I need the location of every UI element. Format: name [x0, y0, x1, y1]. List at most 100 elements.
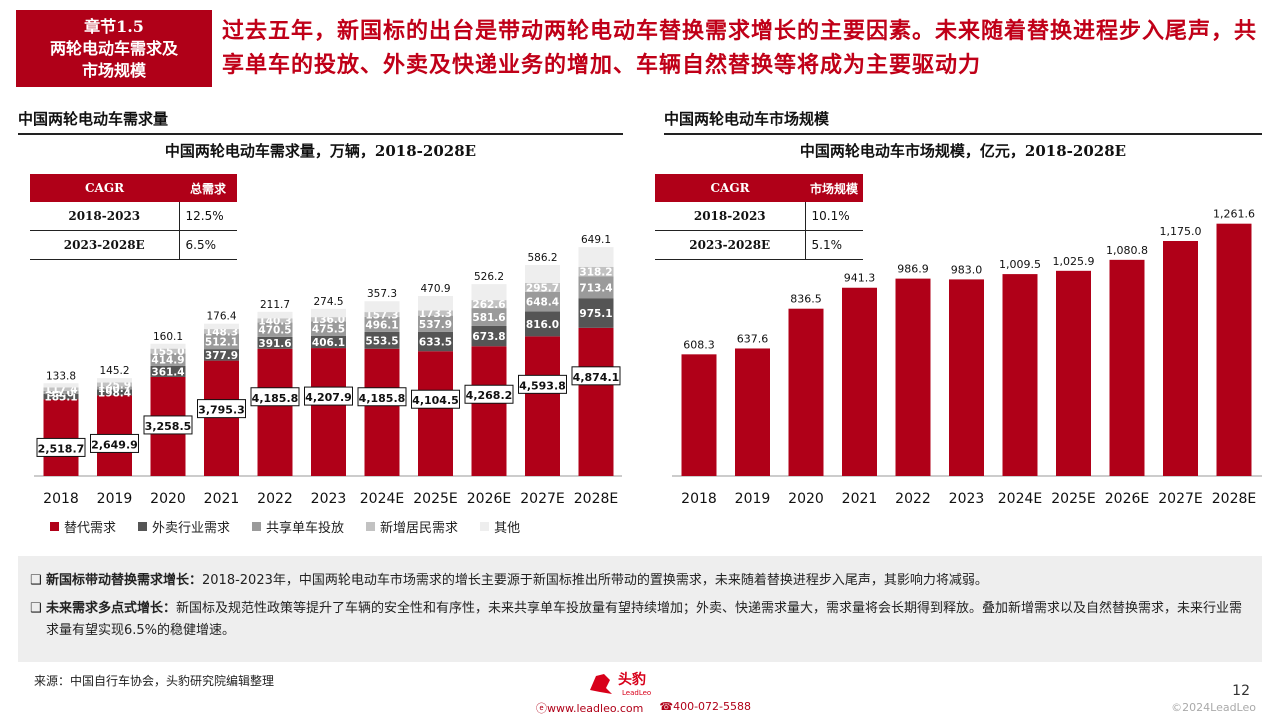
bar	[788, 308, 824, 476]
chart-legend: 替代需求 外卖行业需求 共享单车投放 新增居民需求 其他	[50, 517, 520, 536]
bar-segment	[204, 349, 239, 361]
data-label: 1,025.9	[1053, 255, 1095, 268]
web-icon: ⓔ	[536, 702, 547, 715]
data-label: 581.6	[472, 312, 505, 324]
footer-links: ⓔwww.leadleo.com ☎400-072-5588	[536, 700, 751, 716]
bar-segment	[204, 329, 239, 334]
data-label: 185.1	[44, 392, 77, 404]
x-tick-label: 2018	[43, 491, 79, 507]
data-label: 4,104.5	[412, 394, 459, 407]
legend-item: 共享单车投放	[252, 517, 344, 536]
note-heading: 新国标带动替换需求增长：	[46, 573, 203, 588]
bar-segment	[150, 365, 186, 377]
logo-en-text: LeadLeo	[622, 689, 651, 697]
data-label-box	[36, 437, 86, 457]
data-label-box	[197, 399, 246, 419]
data-label: 816.0	[526, 319, 559, 331]
data-label-box	[250, 387, 300, 407]
data-label: 649.1	[581, 234, 611, 246]
cagr-value: 6.5%	[178, 230, 237, 260]
legend-label: 外卖行业需求	[152, 521, 231, 536]
source-note: 来源：中国自行车协会，头豹研究院编辑整理	[34, 674, 275, 688]
x-tick-label: 2023	[311, 491, 347, 507]
x-tick-label: 2027E	[520, 491, 564, 507]
data-label: 295.7	[526, 282, 559, 294]
bar	[949, 279, 984, 476]
bar-segment	[97, 378, 132, 383]
x-tick-label: 2019	[735, 491, 771, 507]
data-label: 157.3	[365, 309, 398, 321]
legend-swatch	[50, 522, 59, 531]
cagr-header: CAGR	[30, 174, 179, 202]
x-tick-label: 2023	[949, 491, 985, 507]
bar-segment	[525, 265, 560, 283]
bar	[1056, 270, 1091, 476]
bar-segment	[471, 300, 507, 309]
data-label: 537.9	[419, 319, 452, 331]
bar-segment	[525, 291, 560, 312]
bar-segment	[471, 284, 507, 301]
right-chart-title: 中国两轮电动车市场规模，亿元，2018-2028E	[799, 142, 1127, 160]
chapter-badge: 章节1.5 两轮电动车需求及 市场规模	[16, 10, 212, 87]
bar-segment	[418, 296, 453, 311]
bar-segment	[578, 266, 614, 277]
legend-swatch	[252, 522, 262, 531]
note-item: ❑ 新国标带动替换需求增长：2018-2023年，中国两轮电动车市场需求的增长主…	[30, 570, 1250, 592]
checkbox-bullet-icon: ❑	[30, 601, 42, 616]
bar-segment	[43, 393, 79, 400]
legend-swatch	[480, 522, 490, 531]
x-tick-label: 2028E	[1212, 491, 1256, 507]
bar-segment	[150, 348, 186, 354]
bar-segment	[578, 327, 614, 476]
data-label: 391.6	[258, 338, 291, 350]
data-label: 4,185.8	[359, 392, 406, 405]
bar-segment	[257, 322, 293, 337]
bar-segment	[418, 351, 453, 476]
legend-label: 替代需求	[64, 521, 117, 536]
bar	[895, 278, 931, 476]
legend-item: 外卖行业需求	[138, 517, 230, 536]
chapter-number: 章节1.5	[84, 16, 144, 36]
x-tick-label: 2022	[257, 491, 293, 507]
website-text: www.leadleo.com	[547, 702, 644, 715]
x-tick-label: 2024E	[998, 491, 1042, 507]
data-label: 318.2	[579, 267, 612, 279]
data-label-box	[90, 433, 139, 453]
data-label: 1,261.6	[1213, 208, 1255, 221]
data-label: 470.5	[258, 325, 291, 337]
data-label: 941.3	[844, 272, 876, 285]
x-tick-label: 2020	[788, 491, 824, 507]
legend-label: 其他	[494, 521, 521, 536]
data-label: 198.4	[98, 387, 131, 399]
bar-segment	[471, 325, 507, 347]
data-label-box	[571, 366, 621, 386]
data-label: 274.5	[313, 296, 343, 308]
cagr-period: 2023-2028E	[655, 230, 805, 260]
data-label: 414.9	[151, 355, 184, 367]
bar	[1216, 223, 1252, 476]
data-label: 176.4	[206, 311, 236, 323]
data-label: 1,175.0	[1160, 225, 1202, 238]
x-tick-label: 2027E	[1158, 491, 1202, 507]
legend-swatch	[366, 522, 376, 531]
x-tick-label: 2025E	[413, 491, 457, 507]
x-tick-label: 2026E	[467, 491, 511, 507]
data-label: 986.9	[897, 263, 929, 276]
data-label: 512.1	[205, 336, 238, 348]
data-label: 983.0	[951, 263, 983, 276]
phone-link[interactable]: ☎400-072-5588	[659, 700, 751, 716]
data-label: 377.9	[205, 350, 238, 362]
data-label: 361.4	[151, 366, 184, 378]
website-link[interactable]: ⓔwww.leadleo.com	[536, 700, 643, 716]
bar-segment	[525, 282, 560, 292]
x-tick-label: 2018	[681, 491, 717, 507]
data-label: 637.6	[737, 332, 769, 345]
legend-item: 新增居民需求	[366, 517, 458, 536]
data-label: 673.8	[472, 331, 505, 343]
data-label: 975.1	[579, 308, 612, 320]
bar-segment	[418, 331, 453, 352]
data-label: 4,874.1	[573, 371, 620, 384]
data-label: 136.0	[312, 314, 345, 326]
cagr-header: CAGR	[655, 174, 805, 202]
logo-cn-text: 头豹	[618, 671, 646, 688]
